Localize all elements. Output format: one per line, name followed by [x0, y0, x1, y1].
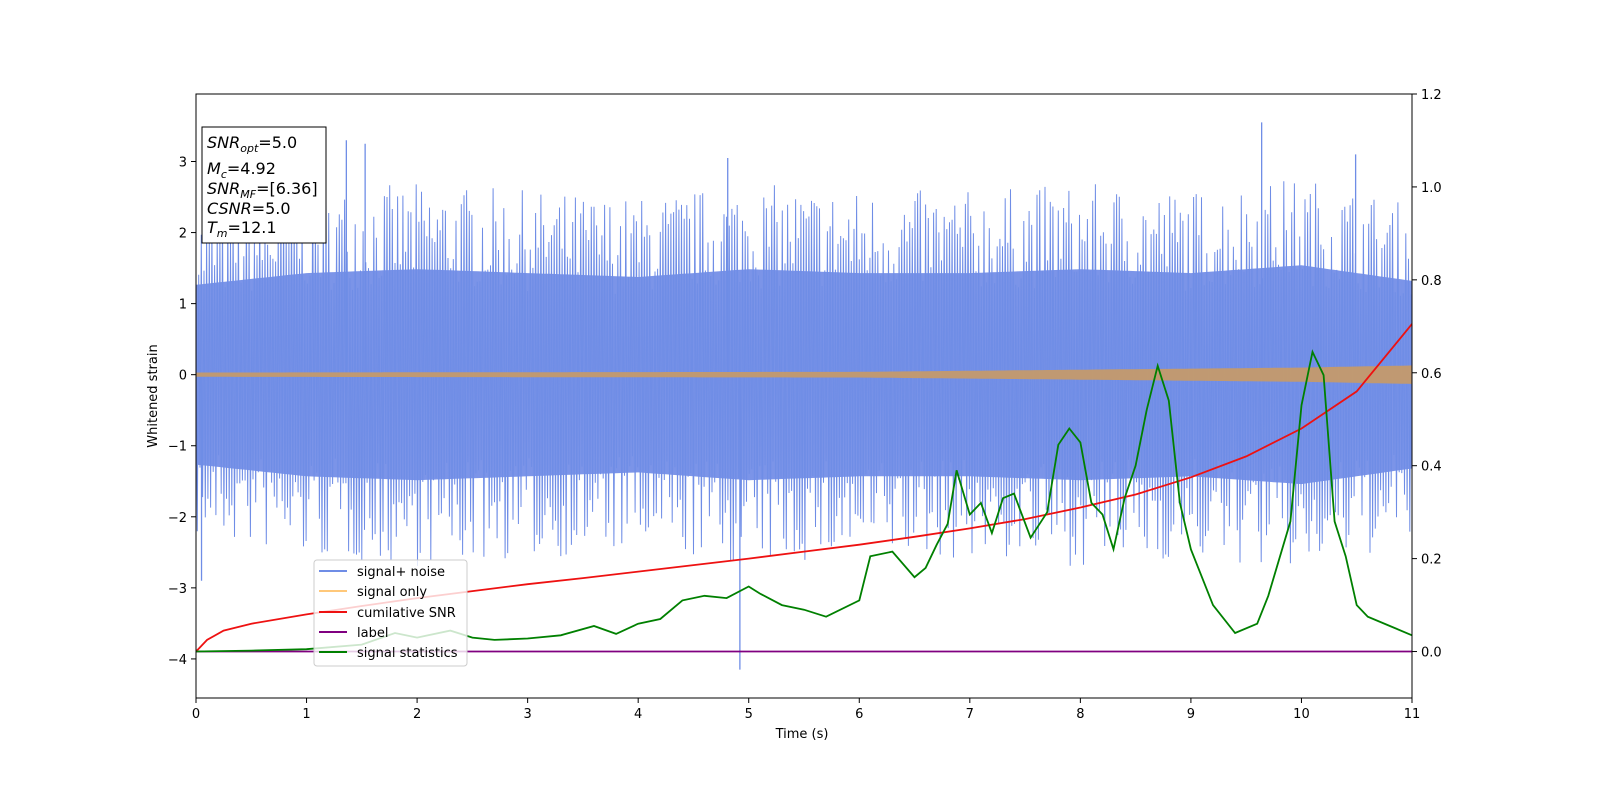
legend-label-signal-statistics: signal statistics	[357, 646, 458, 661]
legend-label-label: label	[357, 626, 388, 641]
x-tick-label: 3	[523, 707, 531, 722]
snr-opt-text: SNRopt=5.0	[207, 133, 297, 155]
mc-text: Mc=4.92	[207, 159, 276, 181]
x-tick-label: 2	[413, 707, 421, 722]
x-tick-label: 9	[1187, 707, 1195, 722]
signal-noise-peaks	[200, 122, 1357, 670]
y-tick-label: −4	[168, 653, 187, 668]
cumulative-snr-series	[196, 323, 1412, 653]
y-tick-label: −1	[168, 440, 187, 455]
y-tick-label: 0	[179, 369, 187, 384]
x-tick-label: 7	[966, 707, 974, 722]
x-tick-label: 1	[302, 707, 310, 722]
x-tick-label: 10	[1293, 707, 1310, 722]
y-tick-label: −3	[168, 582, 187, 597]
y-tick-label: 3	[179, 156, 187, 171]
x-tick-label: 6	[855, 707, 863, 722]
signal-only-series	[196, 365, 1412, 384]
y-axis-right: 1.2 1.0 0.8 0.6 0.4 0.2 0.0	[1412, 88, 1442, 661]
y2-tick-label: 0.2	[1421, 553, 1442, 568]
y2-tick-label: 0.4	[1421, 460, 1442, 475]
legend: signal+ noise signal only cumilative SNR…	[313, 559, 468, 667]
x-axis: 0 1 2 3 4 5 6 7 8 9 10 11	[192, 698, 1420, 722]
csnr-text: CSNR=5.0	[207, 199, 291, 218]
y-axis-left: 3 2 1 0 −1 −2 −3 −4	[168, 156, 196, 668]
signal-noise-trace	[196, 181, 1412, 566]
y2-tick-label: 1.2	[1421, 88, 1442, 103]
snr-mf-text: SNRMF=[6.36]	[207, 179, 318, 201]
y-axis-label: Whitened strain	[146, 344, 161, 447]
x-tick-label: 8	[1076, 707, 1084, 722]
y2-tick-label: 0.6	[1421, 367, 1442, 382]
x-axis-label: Time (s)	[775, 727, 829, 742]
x-tick-label: 4	[634, 707, 642, 722]
tm-text: Tm=12.1	[207, 218, 277, 240]
info-box: SNRopt=5.0 Mc=4.92 SNRMF=[6.36] CSNR=5.0…	[201, 126, 327, 244]
y-tick-label: −2	[168, 511, 187, 526]
x-tick-label: 0	[192, 707, 200, 722]
legend-label-cumulative-snr: cumilative SNR	[357, 606, 456, 621]
signal-statistics-series	[196, 349, 1412, 653]
y2-tick-label: 0.8	[1421, 274, 1442, 289]
y2-tick-label: 0.0	[1421, 646, 1442, 661]
x-tick-label: 11	[1404, 707, 1421, 722]
y-tick-label: 2	[179, 227, 187, 242]
plot-frame	[195, 93, 1413, 699]
x-tick-label: 5	[745, 707, 753, 722]
y-tick-label: 1	[179, 298, 187, 313]
legend-label-signal-noise: signal+ noise	[357, 565, 445, 580]
y2-tick-label: 1.0	[1421, 181, 1442, 196]
legend-label-signal-only: signal only	[357, 585, 427, 600]
